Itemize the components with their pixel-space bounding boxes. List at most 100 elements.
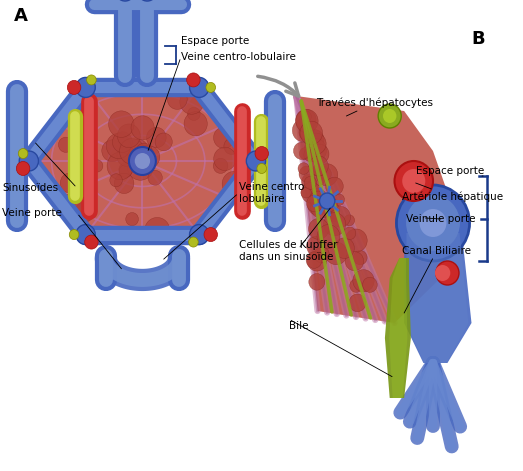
Circle shape	[301, 187, 311, 198]
Text: Espace porte: Espace porte	[416, 166, 484, 176]
Circle shape	[354, 251, 367, 265]
Circle shape	[301, 111, 311, 122]
Circle shape	[19, 151, 39, 171]
Circle shape	[188, 107, 200, 121]
Text: Veine porte: Veine porte	[2, 208, 62, 218]
Circle shape	[314, 247, 329, 263]
Circle shape	[307, 251, 326, 271]
Circle shape	[116, 0, 135, 1]
Circle shape	[324, 202, 340, 219]
Circle shape	[117, 146, 136, 166]
Circle shape	[206, 82, 215, 92]
Polygon shape	[406, 233, 469, 363]
Circle shape	[76, 225, 95, 244]
Circle shape	[112, 132, 132, 153]
Circle shape	[304, 130, 324, 150]
Circle shape	[138, 146, 154, 162]
Text: Travées d'hépatocytes: Travées d'hépatocytes	[315, 98, 433, 116]
Circle shape	[102, 140, 123, 162]
Circle shape	[329, 212, 338, 222]
Circle shape	[345, 252, 363, 271]
Circle shape	[16, 162, 30, 176]
Circle shape	[300, 121, 323, 145]
Circle shape	[213, 127, 234, 148]
Circle shape	[139, 146, 160, 168]
Text: Canal Biliaire: Canal Biliaire	[402, 246, 471, 313]
Circle shape	[406, 195, 460, 251]
Circle shape	[308, 194, 328, 215]
Circle shape	[148, 170, 162, 185]
Circle shape	[293, 142, 310, 160]
Circle shape	[305, 133, 326, 154]
Circle shape	[69, 229, 79, 240]
Circle shape	[295, 109, 316, 130]
Text: B: B	[472, 30, 485, 48]
Text: Cellules de Kupffer
dans un sinusoïde: Cellules de Kupffer dans un sinusoïde	[238, 240, 337, 262]
Circle shape	[310, 188, 326, 205]
Text: A: A	[14, 7, 27, 25]
Circle shape	[146, 127, 166, 148]
Circle shape	[155, 133, 172, 151]
Circle shape	[180, 89, 204, 114]
Circle shape	[204, 227, 218, 242]
Circle shape	[304, 148, 317, 162]
Circle shape	[301, 182, 321, 203]
Text: Bile: Bile	[289, 321, 308, 331]
Circle shape	[213, 158, 228, 173]
Circle shape	[396, 185, 470, 261]
Circle shape	[309, 185, 319, 195]
Circle shape	[135, 153, 150, 169]
Circle shape	[309, 156, 328, 176]
Circle shape	[75, 202, 94, 221]
Circle shape	[306, 252, 322, 268]
Circle shape	[436, 261, 459, 285]
Circle shape	[402, 169, 425, 193]
Circle shape	[292, 119, 314, 142]
Circle shape	[309, 274, 325, 290]
Circle shape	[313, 164, 324, 176]
Circle shape	[306, 236, 326, 256]
Circle shape	[85, 235, 98, 249]
Circle shape	[362, 277, 377, 292]
Circle shape	[127, 139, 149, 162]
Circle shape	[306, 195, 323, 212]
Circle shape	[320, 193, 335, 209]
Polygon shape	[385, 258, 411, 398]
Circle shape	[184, 112, 207, 136]
Circle shape	[118, 124, 140, 147]
Circle shape	[383, 109, 396, 123]
Polygon shape	[404, 233, 472, 363]
Circle shape	[72, 197, 96, 222]
Circle shape	[310, 191, 326, 208]
Text: Veine centro-lobulaire: Veine centro-lobulaire	[181, 52, 296, 62]
Circle shape	[295, 109, 318, 133]
Circle shape	[299, 147, 311, 160]
Text: Veinule porte: Veinule porte	[406, 214, 475, 224]
Circle shape	[304, 138, 326, 162]
Circle shape	[378, 104, 401, 128]
Circle shape	[18, 148, 28, 159]
Circle shape	[299, 166, 314, 182]
Circle shape	[64, 98, 87, 122]
Circle shape	[311, 171, 325, 186]
Circle shape	[189, 237, 198, 247]
Circle shape	[333, 194, 345, 206]
Circle shape	[257, 163, 267, 173]
Circle shape	[299, 125, 313, 140]
Circle shape	[335, 238, 355, 259]
Circle shape	[115, 173, 134, 194]
Circle shape	[302, 174, 315, 189]
Circle shape	[323, 197, 337, 211]
Circle shape	[127, 153, 154, 180]
Circle shape	[246, 151, 266, 171]
Circle shape	[304, 177, 316, 189]
Circle shape	[318, 167, 332, 181]
Circle shape	[298, 162, 309, 174]
Circle shape	[349, 294, 366, 312]
Circle shape	[345, 229, 367, 252]
Circle shape	[75, 159, 87, 171]
Circle shape	[326, 177, 343, 195]
Circle shape	[189, 225, 209, 244]
Circle shape	[110, 174, 122, 187]
Circle shape	[167, 89, 187, 109]
